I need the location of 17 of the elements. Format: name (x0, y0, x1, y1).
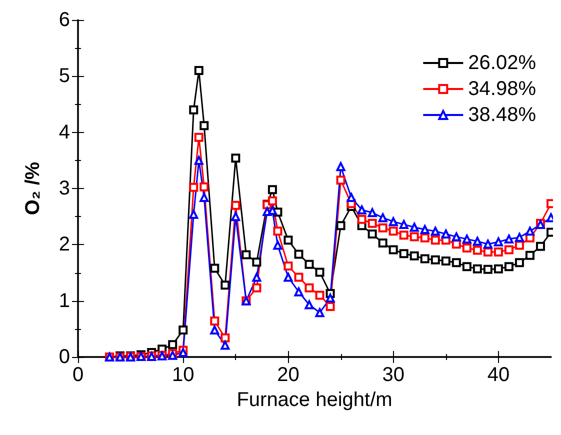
y-tick-label: 4 (58, 121, 70, 144)
y-tick-label: 2 (58, 234, 70, 256)
legend-label: 38.48% (468, 104, 536, 126)
legend-label: 34.98% (468, 78, 536, 100)
y-tick-label: 5 (58, 65, 70, 88)
x-tick-label: 30 (382, 364, 404, 386)
x-tick-label: 40 (487, 364, 510, 386)
x-tick-label: 10 (172, 364, 194, 386)
y-tick-label: 6 (58, 9, 70, 31)
y-tick-label: 0 (58, 346, 70, 368)
legend-label: 26.02% (468, 52, 536, 74)
x-axis-title: Furnace height/m (236, 388, 392, 411)
y-tick-label: 3 (58, 178, 70, 200)
x-tick-label: 20 (277, 364, 300, 386)
x-tick-label: 0 (72, 364, 84, 386)
y-tick-label: 1 (58, 290, 70, 312)
y-axis-title: O₂ /% (22, 162, 44, 216)
